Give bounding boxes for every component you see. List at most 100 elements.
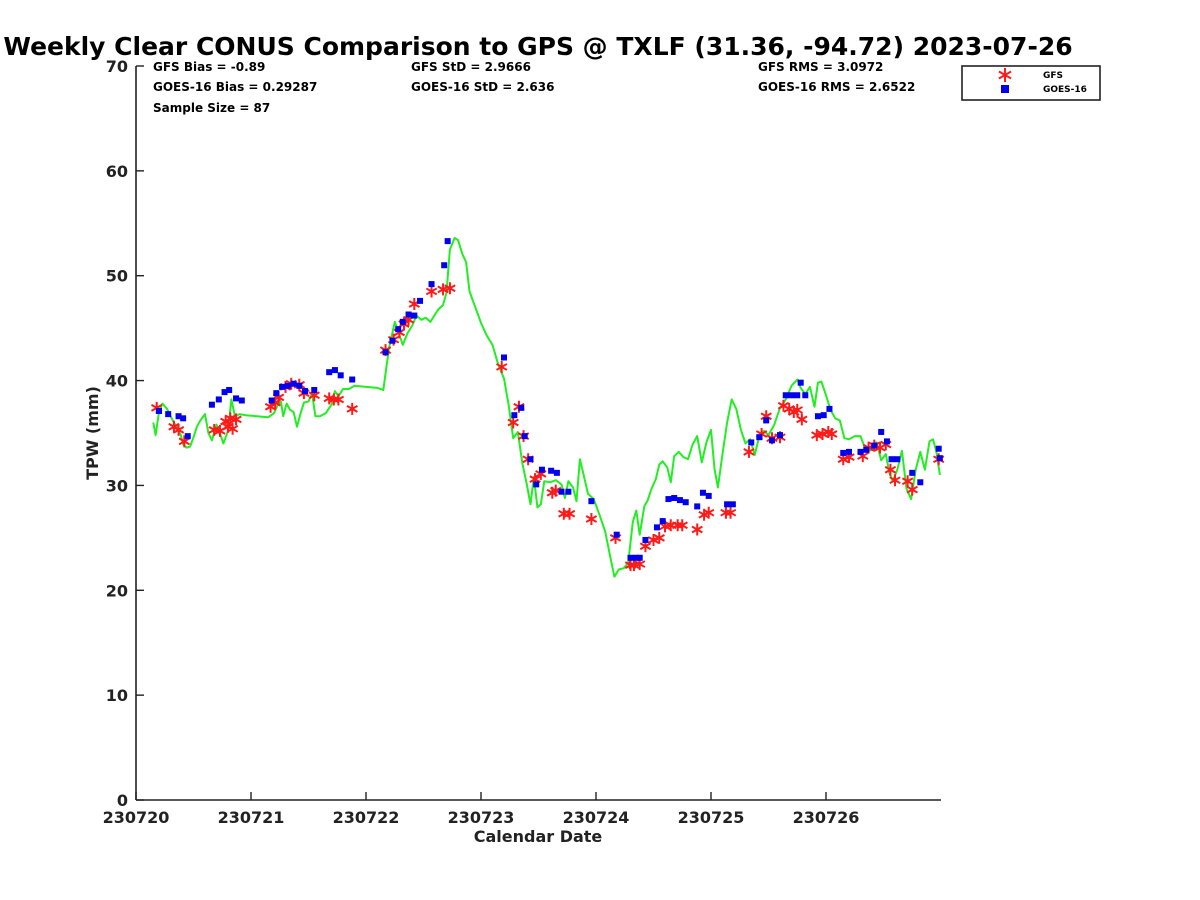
- goes16-point: [826, 405, 833, 412]
- goes16-point: [180, 415, 187, 422]
- legend-marker-gfs: [998, 68, 1012, 82]
- x-tick-label: 230721: [218, 808, 285, 827]
- gfs-point: [826, 428, 838, 441]
- gfs-point: [444, 282, 456, 295]
- goes16-point: [797, 379, 804, 386]
- goes16-point: [405, 311, 412, 318]
- goes16-point: [511, 412, 518, 419]
- goes16-point: [724, 501, 731, 508]
- gfs-point: [720, 506, 732, 519]
- goes16-point: [521, 433, 528, 440]
- gfs-point: [906, 483, 918, 496]
- goes16-point: [653, 524, 660, 531]
- goes16-point: [878, 428, 885, 435]
- y-tick-label: 30: [106, 476, 128, 495]
- goes16-point: [518, 404, 525, 411]
- gfs-point: [226, 422, 239, 435]
- goes16-point: [558, 488, 565, 495]
- goes16-point: [671, 495, 678, 502]
- legend: GFS GOES-16: [961, 65, 1101, 101]
- goes16-point: [794, 392, 801, 399]
- goes16-point: [208, 401, 215, 408]
- goes16-point: [909, 469, 916, 476]
- chart-title: Weekly Clear CONUS Comparison to GPS @ T…: [3, 32, 1072, 61]
- series-goes-16: [156, 238, 943, 561]
- gfs-point: [496, 360, 508, 373]
- goes16-point: [729, 501, 736, 508]
- gfs-point: [332, 393, 345, 406]
- gfs-point: [703, 506, 715, 519]
- gfs-point: [791, 403, 803, 416]
- goes16-point: [748, 439, 755, 446]
- gfs-point: [796, 413, 808, 426]
- gfs-point: [691, 523, 703, 536]
- goes16-point: [417, 297, 424, 304]
- goes16-point: [565, 488, 572, 495]
- gfs-point: [889, 474, 901, 487]
- goes16-point: [820, 412, 827, 419]
- goes16-point: [676, 497, 683, 504]
- y-tick-label: 20: [106, 581, 128, 600]
- goes16-point: [165, 411, 172, 418]
- goes16-point: [935, 445, 942, 452]
- goes16-point: [215, 396, 222, 403]
- x-tick-label: 230723: [448, 808, 515, 827]
- gfs-point: [653, 531, 665, 544]
- goes16-point: [871, 442, 878, 449]
- goes16-point: [763, 417, 770, 424]
- goes16-point: [705, 492, 712, 499]
- goes16-point: [273, 390, 280, 397]
- goes16-point: [337, 372, 344, 379]
- goes16-point: [268, 397, 275, 404]
- goes16-point: [349, 376, 356, 383]
- goes16-point: [226, 387, 233, 394]
- x-tick-label: 230725: [678, 808, 745, 827]
- goes16-point: [917, 479, 924, 486]
- y-tick-label: 70: [106, 57, 128, 76]
- goes16-point: [642, 536, 649, 543]
- goes16-point: [840, 449, 847, 456]
- goes16-point: [395, 326, 402, 333]
- gfs-point: [676, 519, 688, 532]
- goes16-point: [533, 481, 540, 488]
- goes16-point: [699, 489, 706, 496]
- y-tick-label: 0: [117, 791, 128, 810]
- x-tick-label: 230726: [793, 808, 860, 827]
- goes16-point: [538, 466, 545, 473]
- gfs-point: [901, 475, 914, 488]
- goes16-point: [184, 433, 191, 440]
- goes16-point: [399, 318, 406, 325]
- goes16-point: [782, 392, 789, 399]
- legend-label-gfs: GFS: [1043, 71, 1063, 81]
- goes16-point: [768, 437, 775, 444]
- goes16-point: [788, 392, 795, 399]
- goes16-point: [501, 354, 507, 361]
- gfs-point: [743, 445, 755, 458]
- goes16-point: [863, 446, 870, 453]
- goes16-point: [302, 388, 309, 395]
- goes16-point: [156, 407, 162, 414]
- goes16-point: [659, 518, 666, 525]
- y-tick-label: 50: [106, 267, 128, 286]
- goes16-point: [857, 448, 864, 455]
- goes16-point: [888, 456, 895, 463]
- gfs-point: [328, 393, 340, 406]
- goes16-point: [311, 387, 318, 394]
- goes16-point: [290, 380, 297, 387]
- gfs-point: [724, 506, 737, 519]
- goes16-point: [665, 496, 672, 503]
- goes16-point: [175, 413, 182, 420]
- gfs-point: [671, 519, 684, 532]
- goes16-point: [627, 554, 634, 561]
- goes16-point: [633, 554, 640, 561]
- goes16-point: [553, 469, 560, 476]
- gfs-point: [884, 463, 897, 476]
- y-tick-label: 40: [106, 372, 128, 391]
- goes16-point: [846, 448, 852, 455]
- legend-marker-goes16: [1001, 85, 1009, 93]
- gfs-point: [563, 507, 576, 520]
- goes16-point: [777, 432, 783, 439]
- goes16-point: [548, 467, 555, 474]
